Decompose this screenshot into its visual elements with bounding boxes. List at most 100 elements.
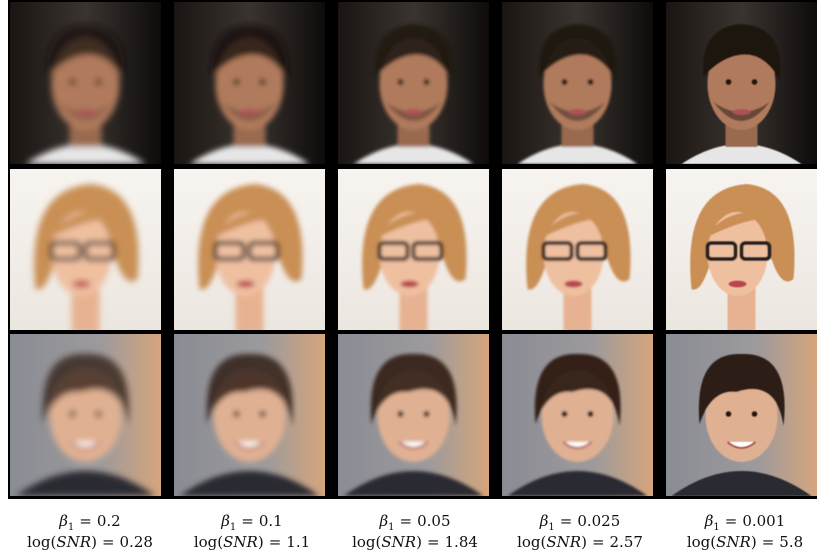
snr-caption: log(SNR) =5.8	[687, 533, 803, 551]
equals: =	[400, 512, 413, 530]
eye	[726, 411, 732, 417]
snr-caption: log(SNR) = 2.57	[517, 533, 643, 551]
beta-value: 0.2	[97, 512, 121, 530]
mouth	[401, 281, 419, 288]
beta-subscript: 1	[388, 522, 394, 533]
equals: =	[102, 533, 115, 551]
eye	[70, 411, 76, 417]
sample-image	[174, 169, 325, 334]
beta-symbol: β	[58, 512, 68, 530]
eye	[588, 411, 594, 417]
mouth	[77, 109, 95, 115]
sample-image	[10, 334, 161, 496]
snr-caption: log(SNR) =1.1	[194, 533, 310, 551]
captions: β1=0.2log(SNR)=0.28β1=0.1log(SNR)=1.1β1=…	[27, 512, 803, 551]
equals: =	[427, 533, 440, 551]
snr-value: 0.28	[120, 533, 153, 551]
beta-symbol: β	[378, 512, 388, 530]
mouth	[733, 109, 751, 115]
log-close: )	[91, 533, 97, 551]
sample-image	[502, 169, 653, 334]
beta-symbol: β	[539, 512, 549, 530]
snr-value: 2.57	[610, 533, 643, 551]
equals: =	[592, 533, 605, 551]
log-close: )	[258, 533, 264, 551]
sample-image	[10, 2, 161, 164]
sample-image	[666, 169, 817, 334]
snr-caption: log(SNR) = 1.84	[352, 533, 478, 551]
snr-value: 1.84	[445, 533, 478, 551]
sample-image	[10, 169, 161, 334]
beta-subscript: 1	[713, 522, 719, 533]
mouth	[729, 281, 747, 288]
snr-caption: log(SNR)=0.28	[27, 533, 153, 551]
beta-value: 0.1	[259, 512, 283, 530]
snr-value: 5.8	[779, 533, 803, 551]
sample-image	[174, 334, 325, 496]
log-close: )	[751, 533, 757, 551]
snr-symbol: SNR	[223, 533, 258, 551]
eye	[424, 79, 430, 85]
mouth	[565, 281, 583, 288]
sample-image	[666, 334, 817, 496]
beta-symbol: β	[220, 512, 230, 530]
eye	[398, 79, 404, 85]
beta-caption: β1 = 0.2	[58, 512, 120, 533]
beta-caption: β1=0.001	[704, 512, 786, 533]
snr-symbol: SNR	[716, 533, 751, 551]
beta-subscript: 1	[230, 522, 236, 533]
log-close: )	[416, 533, 422, 551]
snr-symbol: SNR	[381, 533, 416, 551]
log-open: log(	[687, 533, 716, 551]
sample-image	[338, 334, 489, 496]
mouth	[241, 109, 259, 115]
snr-symbol: SNR	[56, 533, 91, 551]
eye	[96, 411, 102, 417]
beta-subscript: 1	[548, 522, 554, 533]
log-close: )	[581, 533, 587, 551]
equals: =	[725, 512, 738, 530]
page: β1=0.2log(SNR)=0.28β1=0.1log(SNR)=1.1β1=…	[0, 0, 817, 553]
log-open: log(	[194, 533, 223, 551]
eye	[752, 79, 758, 85]
snr-value: 1.1	[286, 533, 310, 551]
mouth	[73, 281, 91, 288]
beta-value: 0.025	[577, 512, 620, 530]
eye	[752, 411, 758, 417]
eye	[70, 79, 76, 85]
eye	[726, 79, 732, 85]
sample-image	[502, 2, 653, 164]
sample-image	[502, 334, 653, 496]
figure: β1=0.2log(SNR)=0.28β1=0.1log(SNR)=1.1β1=…	[0, 0, 817, 553]
equals: =	[269, 533, 282, 551]
sample-image	[666, 2, 817, 164]
mouth	[569, 109, 587, 115]
eye	[234, 411, 240, 417]
image-grid	[10, 2, 817, 496]
mouth	[405, 109, 423, 115]
eye	[96, 79, 102, 85]
equals: =	[762, 533, 775, 551]
log-open: log(	[517, 533, 546, 551]
log-open: log(	[352, 533, 381, 551]
beta-caption: β1 =0.05	[378, 512, 450, 533]
equals: =	[79, 512, 92, 530]
eye	[260, 411, 266, 417]
sample-image	[338, 169, 489, 334]
equals: =	[241, 512, 254, 530]
eye	[260, 79, 266, 85]
beta-value: 0.05	[417, 512, 450, 530]
beta-caption: β1 = 0.1	[220, 512, 282, 533]
eye	[424, 411, 430, 417]
eye	[234, 79, 240, 85]
eye	[562, 411, 568, 417]
mouth	[237, 281, 255, 288]
beta-subscript: 1	[68, 522, 74, 533]
equals: =	[560, 512, 573, 530]
beta-caption: β1 =0.025	[539, 512, 621, 533]
beta-symbol: β	[704, 512, 714, 530]
eye	[398, 411, 404, 417]
eye	[562, 79, 568, 85]
sample-image	[338, 2, 489, 164]
snr-symbol: SNR	[546, 533, 581, 551]
